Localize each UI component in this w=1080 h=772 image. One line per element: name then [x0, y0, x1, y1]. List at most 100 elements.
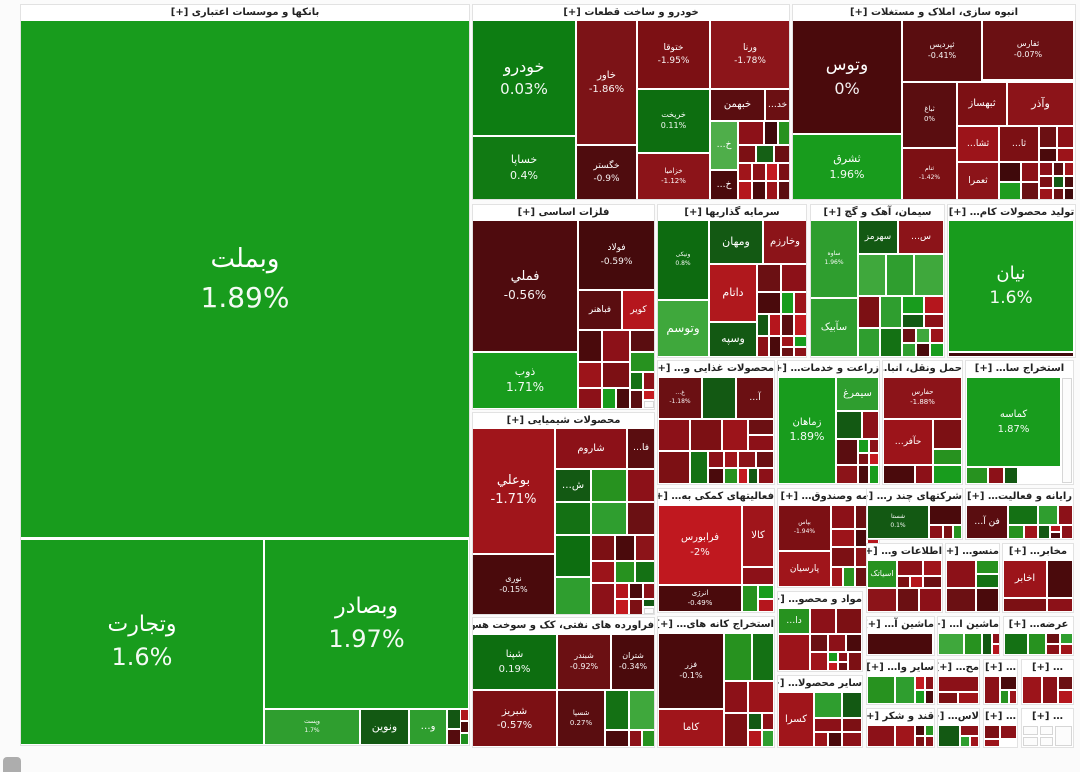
stock-cell[interactable] — [868, 634, 932, 654]
stock-cell[interactable] — [844, 568, 854, 586]
stock-cell[interactable] — [926, 737, 933, 746]
stock-cell[interactable] — [631, 331, 654, 351]
stock-cell[interactable] — [782, 265, 806, 291]
sector-title-other-nonmetal[interactable]: سایر محصولا… [+] — [778, 678, 862, 689]
stock-cell[interactable] — [849, 653, 861, 670]
stock-cell[interactable] — [631, 353, 654, 371]
stock-cell[interactable] — [993, 634, 999, 643]
stock-cell[interactable] — [944, 526, 952, 538]
stock-cell[interactable] — [915, 255, 943, 295]
stock-cell-cement-1[interactable]: سآبیک — [811, 299, 857, 356]
sector-title-oil-products[interactable]: فراورده های نفتی، کک و سوخت هس… [+] — [473, 620, 654, 631]
stock-cell[interactable] — [859, 466, 868, 483]
stock-cell[interactable] — [1043, 677, 1057, 703]
stock-cell[interactable] — [1001, 677, 1016, 689]
stock-cell[interactable] — [628, 470, 654, 501]
stock-cell-chemicals-1[interactable]: نوری -0.15% — [473, 555, 554, 614]
stock-cell[interactable] — [1040, 163, 1052, 175]
stock-cell[interactable] — [924, 561, 941, 575]
stock-cell[interactable] — [925, 297, 943, 313]
stock-cell[interactable] — [1061, 634, 1072, 643]
stock-cell-transport-1[interactable]: حآفر… — [884, 420, 932, 464]
stock-cell[interactable] — [856, 530, 866, 546]
stock-cell[interactable] — [870, 440, 878, 452]
stock-cell[interactable] — [829, 635, 845, 651]
stock-cell[interactable] — [753, 182, 765, 199]
stock-cell[interactable] — [837, 466, 857, 483]
sector-title-sugar[interactable]: قند و شکر [+] — [867, 711, 934, 722]
stock-cell[interactable] — [859, 329, 879, 356]
sector-title-utilities-supply[interactable]: عرضه… [+] — [1008, 619, 1069, 630]
stock-cell[interactable] — [1022, 163, 1038, 181]
stock-cell[interactable] — [691, 420, 721, 450]
stock-cell[interactable] — [832, 568, 842, 586]
stock-cell[interactable] — [961, 726, 978, 735]
stock-cell[interactable] — [881, 297, 901, 327]
stock-cell[interactable] — [811, 635, 827, 651]
stock-cell-banks-0[interactable]: وبملت 1.89% — [21, 21, 469, 537]
stock-cell[interactable] — [556, 503, 590, 534]
stock-cell[interactable] — [931, 344, 943, 356]
stock-cell[interactable] — [1062, 526, 1072, 538]
stock-cell[interactable] — [630, 584, 642, 598]
stock-cell[interactable] — [709, 469, 723, 483]
stock-cell[interactable] — [606, 691, 628, 729]
stock-cell[interactable] — [903, 329, 915, 342]
stock-cell[interactable] — [847, 635, 861, 651]
stock-cell[interactable] — [1023, 737, 1038, 746]
stock-cell-other-nonmetal-0[interactable]: کسرا — [779, 693, 813, 746]
stock-cell-real-estate-5[interactable]: ثنام -1.42% — [903, 149, 956, 199]
stock-cell-banks-3[interactable]: وپست 1.7% — [265, 710, 359, 744]
stock-cell[interactable] — [1040, 177, 1052, 187]
stock-cell[interactable] — [903, 344, 915, 356]
stock-cell[interactable] — [1001, 691, 1008, 703]
stock-cell[interactable] — [815, 719, 841, 731]
stock-cell[interactable] — [1058, 149, 1073, 161]
stock-cell[interactable] — [931, 329, 943, 342]
stock-cell[interactable] — [709, 452, 723, 467]
stock-cell[interactable] — [759, 469, 773, 483]
stock-cell-metal-ores-0[interactable]: فزر -0.1% — [659, 634, 723, 708]
sector-title-misc-sector-1[interactable]: … [+] — [984, 662, 1016, 673]
stock-cell[interactable] — [782, 293, 793, 313]
stock-cell[interactable] — [603, 331, 629, 361]
stock-cell[interactable] — [643, 731, 654, 746]
stock-cell[interactable] — [868, 589, 896, 611]
stock-cell-real-estate-0[interactable]: وتوس 0% — [793, 21, 901, 133]
sector-title-base-metals[interactable]: فلزات اساسی [+] — [517, 207, 610, 218]
stock-cell[interactable] — [832, 530, 854, 546]
stock-cell[interactable] — [859, 297, 879, 327]
sector-title-cement[interactable]: سیمان، آهک و گچ [+] — [823, 207, 932, 218]
stock-cell[interactable] — [779, 164, 789, 180]
stock-cell-financial-auxiliary-2[interactable]: انرژی -0.49% — [659, 586, 741, 611]
stock-cell-auto-parts-2[interactable]: خاور -1.86% — [577, 21, 636, 144]
stock-cell[interactable] — [795, 315, 806, 335]
stock-cell[interactable] — [1009, 506, 1037, 524]
stock-cell-auto-parts-7[interactable]: خزامیا -1.12% — [638, 154, 709, 199]
stock-cell[interactable] — [795, 293, 806, 313]
stock-cell[interactable] — [887, 255, 913, 295]
stock-cell[interactable] — [725, 714, 747, 746]
stock-cell-auto-parts-1[interactable]: خساپا 0.4% — [473, 137, 575, 199]
stock-cell-pharma-materials-0[interactable]: دا… — [779, 609, 809, 633]
stock-cell-investments-3[interactable]: وخارزم — [764, 221, 806, 263]
stock-cell[interactable] — [765, 122, 777, 144]
stock-cell[interactable] — [630, 600, 642, 614]
stock-cell[interactable] — [616, 536, 634, 560]
stock-cell[interactable] — [630, 691, 654, 729]
stock-cell[interactable] — [903, 297, 923, 313]
stock-cell[interactable] — [630, 731, 641, 746]
stock-cell-real-estate-2[interactable]: ثپردیس -0.41% — [903, 21, 981, 81]
sector-title-misc-sector-3[interactable]: … [+] — [984, 711, 1016, 722]
stock-cell-auto-parts-11[interactable]: خ… — [711, 171, 737, 199]
stock-cell-base-metals-2[interactable]: فولاد -0.59% — [579, 221, 654, 289]
stock-cell[interactable] — [930, 506, 961, 524]
stock-cell[interactable] — [603, 363, 629, 387]
stock-cell[interactable] — [659, 420, 689, 450]
stock-cell[interactable] — [925, 315, 943, 327]
stock-cell-auto-parts-5[interactable]: ورنا -1.78% — [711, 21, 789, 88]
stock-cell[interactable] — [758, 337, 768, 356]
stock-cell-computer-products-0[interactable]: نیان 1.6% — [949, 221, 1073, 351]
stock-cell[interactable] — [954, 526, 961, 538]
stock-cell[interactable] — [1048, 599, 1072, 611]
